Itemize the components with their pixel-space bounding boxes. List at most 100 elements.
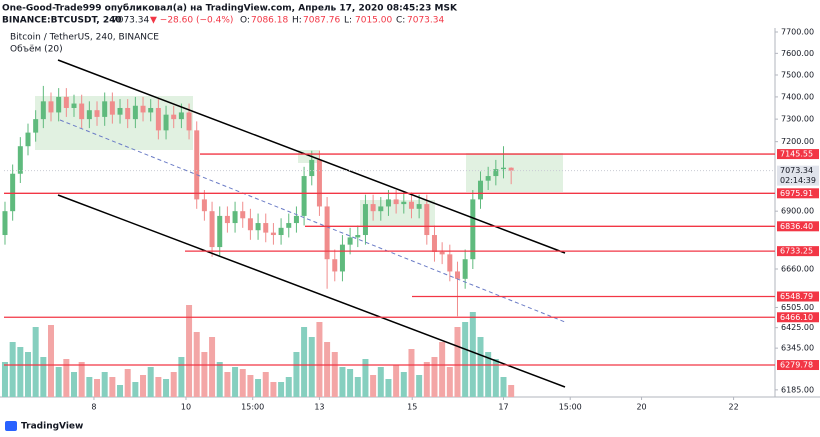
volume-bar: [423, 362, 430, 397]
y-tick-label: 7400.00: [781, 92, 814, 101]
candle-body: [508, 167, 514, 171]
price-tag: [777, 165, 819, 186]
volume-bar: [362, 359, 369, 397]
x-tick-label: 15: [407, 403, 417, 412]
y-tick-label: 6505.00: [781, 303, 814, 312]
volume-bar: [454, 327, 461, 397]
volume-bar: [316, 322, 323, 397]
level-tag: [777, 360, 819, 371]
volume-bar: [55, 367, 62, 397]
x-tick-label: 20: [636, 403, 646, 412]
candle-body: [10, 173, 16, 212]
volume-bar: [446, 367, 453, 397]
logo-icon: [5, 421, 17, 431]
current-price-label: 7073.34: [780, 166, 813, 175]
volume-bar: [477, 337, 484, 397]
candle-body: [71, 103, 77, 108]
candle-body: [94, 110, 100, 117]
volume-bar: [439, 342, 446, 397]
y-tick-label: 6345.00: [781, 344, 814, 353]
volume-bar: [101, 372, 108, 397]
volume-bar: [147, 367, 154, 397]
volume-bar: [408, 349, 415, 397]
level-tag: [777, 149, 819, 160]
volume-bar: [278, 382, 285, 397]
candle-body: [171, 114, 177, 120]
candle-body: [125, 107, 131, 120]
volume-bar: [393, 365, 400, 397]
candle-body: [132, 105, 138, 120]
candle-body: [63, 96, 69, 108]
volume-bar: [201, 352, 208, 397]
candle-body: [393, 199, 399, 205]
trendline: [57, 59, 566, 254]
x-tick-label: 10: [181, 403, 191, 412]
volume-bar: [209, 337, 216, 397]
candle-body: [48, 101, 54, 113]
volume-bar: [1, 362, 8, 397]
candle-body: [470, 199, 476, 260]
trendline: [57, 194, 566, 388]
volume-bar: [178, 357, 185, 397]
level-label: 6466.10: [780, 313, 813, 322]
candle-body: [501, 167, 507, 170]
candle-body: [209, 211, 215, 248]
candle-body: [355, 235, 361, 238]
volume-bar: [109, 377, 116, 397]
candle-body: [477, 180, 483, 200]
volume-bar: [485, 352, 492, 397]
countdown: 02:14:39: [780, 176, 816, 185]
volume-bar: [170, 372, 177, 397]
volume-bar: [216, 362, 223, 397]
candle-body: [286, 223, 292, 228]
volume-bar: [140, 375, 147, 397]
candle-body: [79, 103, 85, 120]
volume-bar: [469, 312, 476, 397]
volume-bar: [416, 375, 423, 397]
volume-bar: [24, 352, 31, 397]
volume-bar: [339, 367, 346, 397]
candle-body: [347, 237, 353, 245]
candle-body: [339, 244, 345, 272]
candle-body: [493, 169, 499, 177]
candle-body: [86, 110, 92, 120]
volume-bar: [78, 362, 85, 397]
candle-body: [17, 146, 23, 174]
volume-bar: [86, 377, 93, 397]
x-tick-label: 22: [728, 403, 738, 412]
candle-body: [140, 105, 146, 113]
candle-body: [385, 199, 391, 207]
last-price: 7073.34: [112, 16, 149, 26]
y-tick-label: 7700.00: [781, 28, 814, 37]
level-tag: [777, 221, 819, 232]
volume-bar: [354, 377, 361, 397]
candle-body: [332, 259, 338, 272]
ohlc-value: 7086.18: [251, 16, 288, 26]
chart-title: Bitcoin / TetherUS, 240, BINANCE: [10, 33, 159, 43]
ohlc-value: 7073.34: [407, 16, 444, 26]
x-tick-label: 17: [498, 403, 508, 412]
volume-bar: [32, 327, 39, 397]
change: ▼ −28.60 (−0.4%): [150, 16, 233, 26]
volume-bar: [377, 367, 384, 397]
candle-body: [293, 215, 299, 224]
candle-body: [263, 223, 269, 233]
volume-bar: [262, 372, 269, 397]
volume-bar: [9, 342, 16, 397]
level-tag: [777, 291, 819, 302]
volume-bar: [308, 337, 315, 397]
level-tag: [777, 246, 819, 257]
candle-body: [148, 107, 154, 113]
candle-body: [40, 101, 46, 120]
x-tick-label: 15:00: [559, 403, 582, 412]
volume-bar: [71, 372, 78, 397]
volume-bar: [163, 379, 170, 397]
candle-body: [163, 114, 169, 131]
ohlc-value: 7087.76: [303, 16, 340, 26]
x-tick-label: 15:00: [241, 403, 264, 412]
volume-bar: [347, 369, 354, 397]
volume-bar: [255, 379, 262, 397]
candle-body: [178, 112, 184, 120]
volume-bar: [385, 379, 392, 397]
